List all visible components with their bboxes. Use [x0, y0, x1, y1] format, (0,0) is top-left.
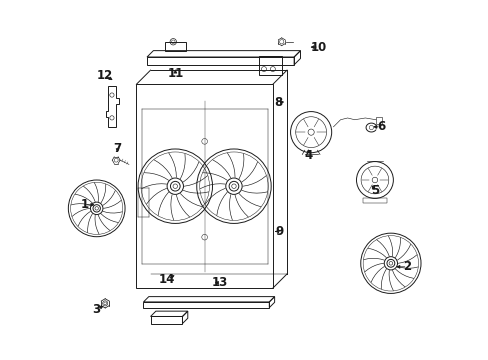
Text: 10: 10: [310, 41, 326, 54]
Bar: [375, 117, 382, 124]
Text: 12: 12: [96, 69, 112, 82]
Text: 1: 1: [80, 198, 88, 211]
Text: 3: 3: [92, 303, 100, 316]
Bar: [136, 84, 272, 288]
Text: 2: 2: [403, 260, 411, 273]
Text: 9: 9: [275, 225, 283, 238]
Text: 11: 11: [167, 67, 183, 80]
Text: 13: 13: [211, 276, 227, 289]
Text: 7: 7: [113, 141, 122, 154]
Bar: [164, 42, 185, 51]
Text: 5: 5: [370, 184, 378, 197]
Bar: [258, 56, 281, 76]
Text: 6: 6: [376, 120, 384, 133]
Text: 14: 14: [159, 273, 175, 286]
Bar: [362, 198, 386, 203]
Text: 8: 8: [273, 95, 282, 108]
Text: 4: 4: [304, 149, 312, 162]
